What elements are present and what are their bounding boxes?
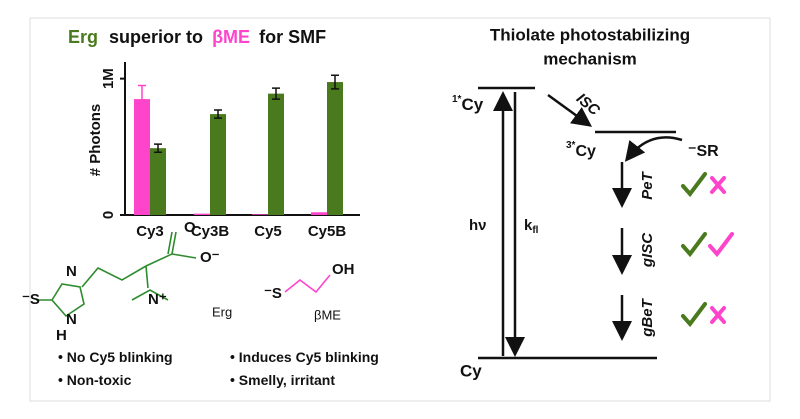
y-tick-label: 0 [100, 211, 117, 219]
transition-label: PeT [639, 170, 656, 199]
diagram-title: Thiolate photostabilizing [490, 25, 690, 44]
title-erg: Erg [68, 27, 98, 47]
error-bar [272, 87, 280, 100]
atom: OH [332, 261, 355, 278]
level-label: 3*Cy [566, 140, 596, 161]
atom: N [66, 311, 77, 328]
bar [268, 93, 284, 215]
molecule-label: Erg [212, 304, 232, 319]
verdicts [681, 172, 734, 328]
transition-label: hν [469, 217, 487, 234]
bar [252, 214, 268, 215]
transition-label: gISC [639, 232, 656, 268]
x-tick-label: Cy5B [308, 223, 347, 240]
level-label: Cy [460, 361, 482, 380]
title-middle: superior to [109, 27, 203, 47]
bar [210, 114, 226, 215]
y-axis-label: # Photons [87, 104, 104, 177]
molecule-label: βME [314, 307, 341, 322]
chart-title: Erg superior to βME for SMF [68, 27, 326, 47]
error-bar [154, 143, 162, 154]
bme-structure: ⁻S OH βME [264, 261, 355, 322]
x-tick-label: Cy3B [191, 223, 230, 240]
y-tick-label: 1M [100, 68, 117, 89]
arrow [624, 136, 683, 162]
note: • Non-toxic [58, 372, 132, 388]
atom: ⁻S [22, 291, 40, 308]
diagram-title: mechanism [543, 49, 637, 68]
frame [29, 17, 771, 402]
bar [194, 213, 210, 215]
title-end: for SMF [259, 27, 326, 47]
mechanism-diagram: Thiolate photostabilizing mechanism 1*Cy… [452, 25, 734, 380]
note: • Smelly, irritant [230, 372, 335, 388]
x-tick-label: Cy5 [254, 223, 282, 240]
x-tick-label: Cy3 [136, 223, 164, 240]
bar [311, 212, 327, 215]
note: • Induces Cy5 blinking [230, 349, 379, 365]
bar [327, 82, 343, 215]
atom: ⁻S [264, 285, 282, 302]
quencher: ⁻SR [688, 143, 719, 160]
bar [134, 99, 150, 215]
error-bar [214, 109, 222, 119]
atom: O⁻ [200, 249, 220, 266]
erg-structure: ⁻S N N H N⁺ O O⁻ Erg [22, 219, 232, 344]
title-bme: βME [212, 27, 250, 47]
level-label: 1*Cy [452, 94, 484, 115]
atom: H [56, 327, 67, 344]
transition-label: gBeT [639, 297, 656, 337]
notes: • No Cy5 blinking • Non-toxic • Induces … [58, 349, 379, 388]
transition-label: kfl [524, 217, 539, 236]
atom: O [184, 219, 196, 236]
arrow [547, 93, 593, 127]
error-bar [138, 84, 146, 114]
bar [150, 148, 166, 215]
atom: N [66, 263, 77, 280]
atom: N⁺ [148, 291, 167, 308]
note: • No Cy5 blinking [58, 349, 173, 365]
error-bar [331, 74, 339, 90]
